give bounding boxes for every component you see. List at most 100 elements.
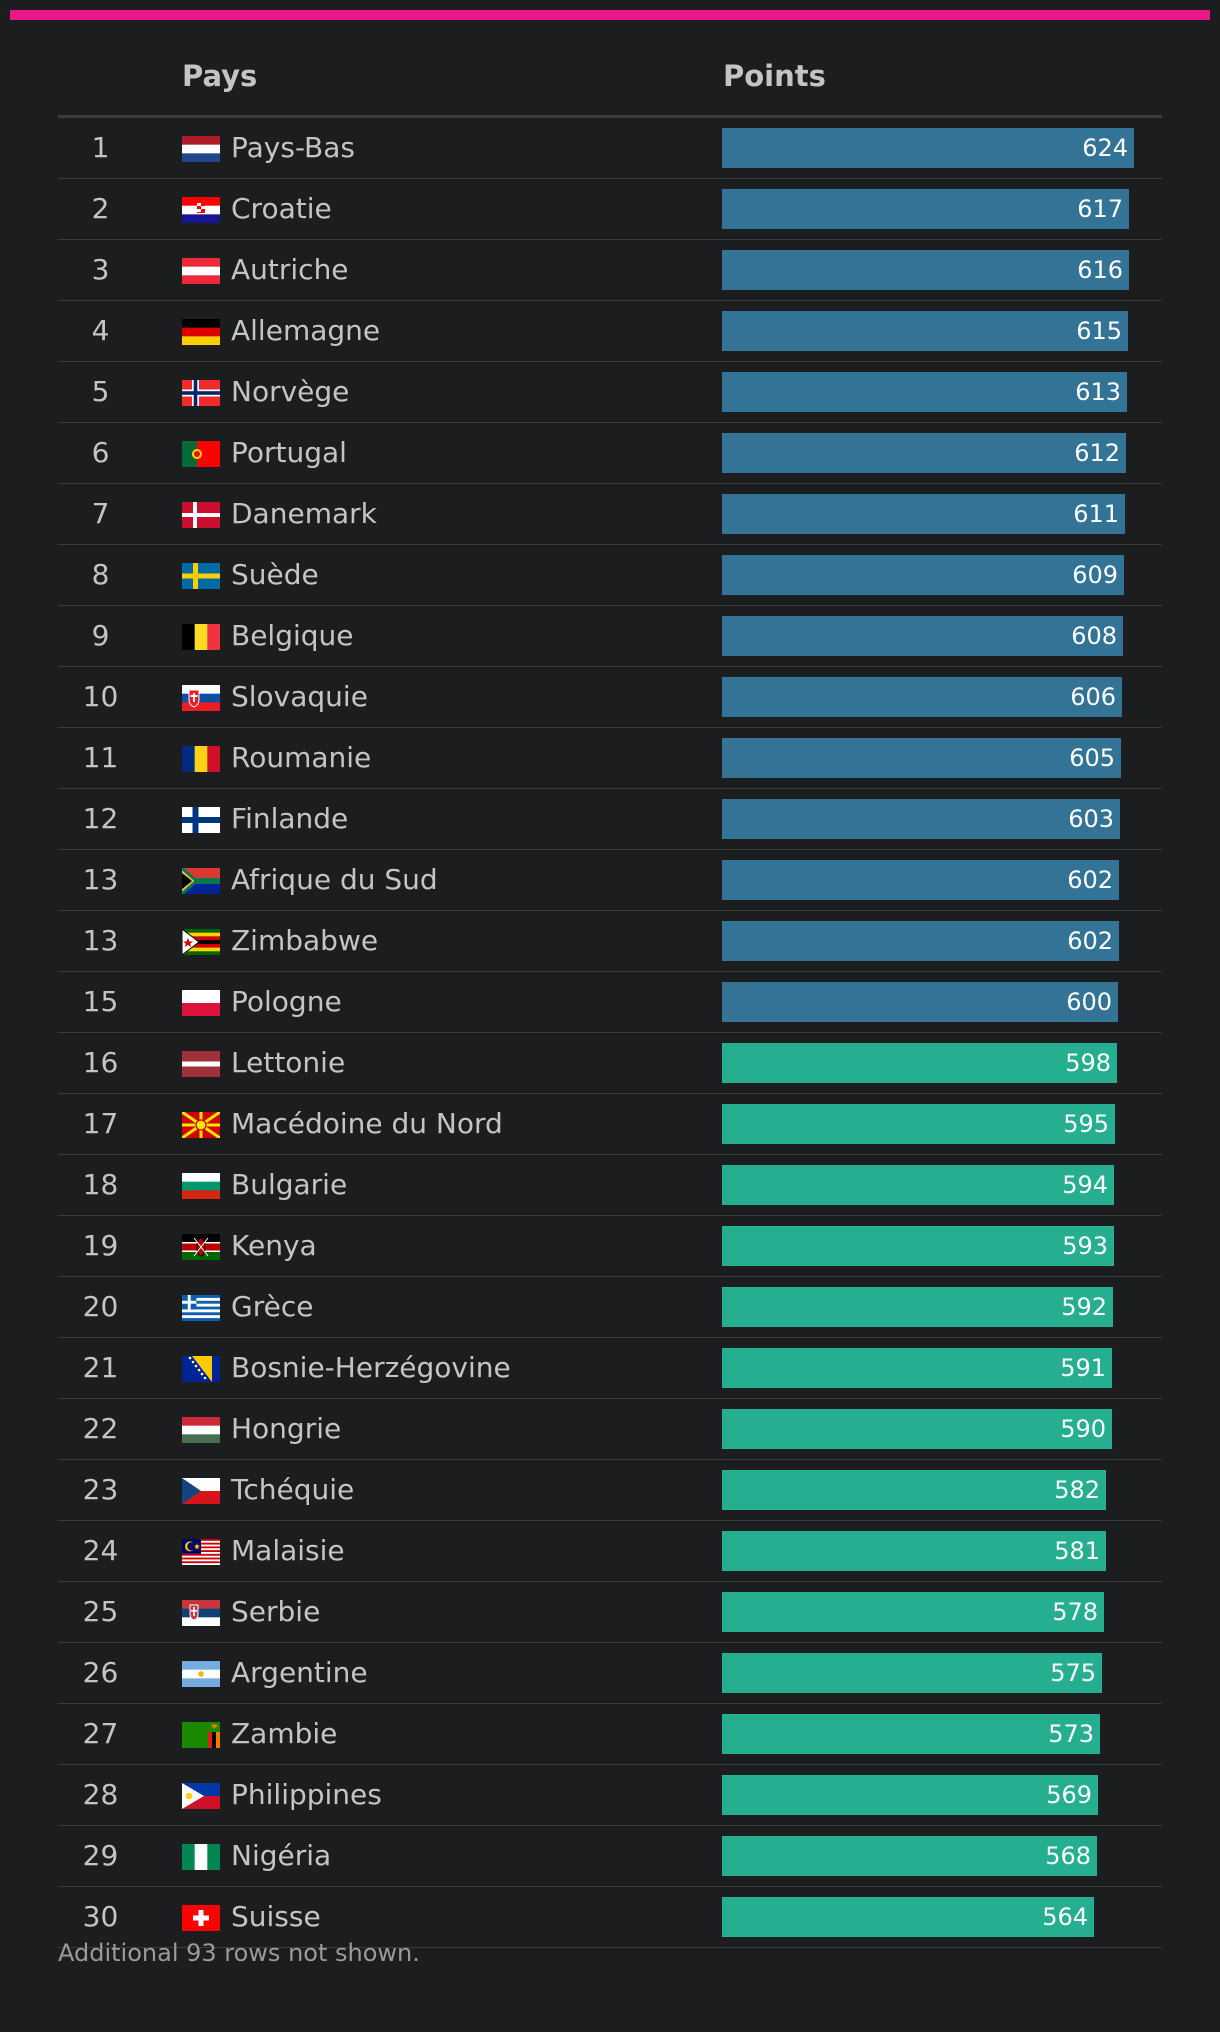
table-row: 16 Lettonie 598 [58, 1033, 1162, 1094]
flag-hr-icon [182, 197, 220, 223]
points-bar-kenya: 593 [722, 1226, 1114, 1266]
flag-ng-icon [182, 1844, 220, 1870]
table-row: 2 Croatie 617 [58, 179, 1162, 240]
points-value: 591 [1060, 1354, 1106, 1382]
table-row: 11 Roumanie 605 [58, 728, 1162, 789]
points-value: 568 [1045, 1842, 1091, 1870]
points-bar-afrique-du-sud: 602 [722, 860, 1119, 900]
points-value: 595 [1063, 1110, 1109, 1138]
flag-sk-icon [182, 685, 220, 711]
points-value: 608 [1071, 622, 1117, 650]
points-bar-argentine: 575 [722, 1653, 1102, 1693]
rank-cell: 13 [82, 924, 119, 957]
points-bar-portugal: 612 [722, 433, 1126, 473]
flag-hu-icon [182, 1417, 220, 1443]
points-bar-nigeria: 568 [722, 1836, 1097, 1876]
flag-bg-icon [182, 1173, 220, 1199]
points-value: 592 [1061, 1293, 1107, 1321]
country-name: Macédoine du Nord [231, 1107, 503, 1140]
country-name: Finlande [231, 802, 349, 835]
points-bar-philippines: 569 [722, 1775, 1098, 1815]
country-name: Kenya [231, 1229, 317, 1262]
points-bar-belgique: 608 [722, 616, 1123, 656]
rank-cell: 10 [82, 680, 119, 713]
points-bar-allemagne: 615 [722, 311, 1128, 351]
flag-ar-icon [182, 1661, 220, 1687]
points-bar-grece: 592 [722, 1287, 1113, 1327]
table-row: 3 Autriche 616 [58, 240, 1162, 301]
points-bar-norvege: 613 [722, 372, 1127, 412]
points-bar-macedoine-du-nord: 595 [722, 1104, 1115, 1144]
flag-za-icon [182, 868, 220, 894]
points-value: 606 [1070, 683, 1116, 711]
rank-cell: 4 [91, 314, 110, 347]
table-row: 30 Suisse 564 [58, 1887, 1162, 1948]
table-row: 15 Pologne 600 [58, 972, 1162, 1033]
column-header-country[interactable]: Pays [182, 59, 258, 93]
flag-nl-icon [182, 136, 220, 162]
rank-cell: 20 [82, 1290, 119, 1323]
accent-bar [10, 10, 1210, 20]
points-value: 617 [1077, 195, 1123, 223]
rank-cell: 3 [91, 253, 110, 286]
table-row: 28 Philippines 569 [58, 1765, 1162, 1826]
points-value: 624 [1082, 134, 1128, 162]
rank-cell: 6 [91, 436, 110, 469]
points-bar-tchequie: 582 [722, 1470, 1106, 1510]
country-name: Pologne [231, 985, 342, 1018]
table-header: Pays Points [58, 53, 1162, 118]
points-bar-lettonie: 598 [722, 1043, 1117, 1083]
rank-cell: 13 [82, 863, 119, 896]
flag-gr-icon [182, 1295, 220, 1321]
country-name: Grèce [231, 1290, 314, 1323]
flag-rs-icon [182, 1600, 220, 1626]
points-bar-autriche: 616 [722, 250, 1129, 290]
rank-cell: 29 [82, 1839, 119, 1872]
points-value: 569 [1046, 1781, 1092, 1809]
points-value: 593 [1062, 1232, 1108, 1260]
points-bar-suede: 609 [722, 555, 1124, 595]
points-value: 605 [1069, 744, 1115, 772]
country-name: Slovaquie [231, 680, 368, 713]
table-row: 5 Norvège 613 [58, 362, 1162, 423]
rank-cell: 19 [82, 1229, 119, 1262]
country-name: Lettonie [231, 1046, 346, 1079]
points-value: 594 [1062, 1171, 1108, 1199]
points-bar-croatie: 617 [722, 189, 1129, 229]
country-name: Roumanie [231, 741, 372, 774]
table-row: 19 Kenya 593 [58, 1216, 1162, 1277]
points-value: 612 [1074, 439, 1120, 467]
points-bar-zambie: 573 [722, 1714, 1100, 1754]
points-value: 609 [1072, 561, 1118, 589]
points-bar-roumanie: 605 [722, 738, 1121, 778]
points-value: 581 [1054, 1537, 1100, 1565]
points-value: 582 [1054, 1476, 1100, 1504]
country-name: Norvège [231, 375, 350, 408]
rank-cell: 25 [82, 1595, 119, 1628]
rank-cell: 15 [82, 985, 119, 1018]
table-row: 26 Argentine 575 [58, 1643, 1162, 1704]
points-bar-pays-bas: 624 [722, 128, 1134, 168]
points-value: 573 [1048, 1720, 1094, 1748]
flag-dk-icon [182, 502, 220, 528]
footnote: Additional 93 rows not shown. [58, 1939, 420, 1967]
points-bar-danemark: 611 [722, 494, 1125, 534]
country-name: Tchéquie [231, 1473, 355, 1506]
table-row: 7 Danemark 611 [58, 484, 1162, 545]
table-body: 1 Pays-Bas 624 2 Croatie 617 3 Autriche 616 4 Alle… [58, 118, 1162, 1948]
rank-cell: 22 [82, 1412, 119, 1445]
points-bar-suisse: 564 [722, 1897, 1094, 1937]
country-name: Nigéria [231, 1839, 332, 1872]
points-bar-malaisie: 581 [722, 1531, 1106, 1571]
column-header-points[interactable]: Points [723, 59, 826, 93]
flag-ch-icon [182, 1905, 220, 1931]
rank-cell: 17 [82, 1107, 119, 1140]
flag-fi-icon [182, 807, 220, 833]
table-row: 21 Bosnie-Herzégovine 591 [58, 1338, 1162, 1399]
flag-ba-icon [182, 1356, 220, 1382]
rank-cell: 23 [82, 1473, 119, 1506]
country-name: Allemagne [231, 314, 381, 347]
ranking-table: Pays Points 1 Pays-Bas 624 2 Croatie 617 3 Autr… [58, 53, 1162, 1948]
points-value: 602 [1067, 927, 1113, 955]
rank-cell: 5 [91, 375, 110, 408]
